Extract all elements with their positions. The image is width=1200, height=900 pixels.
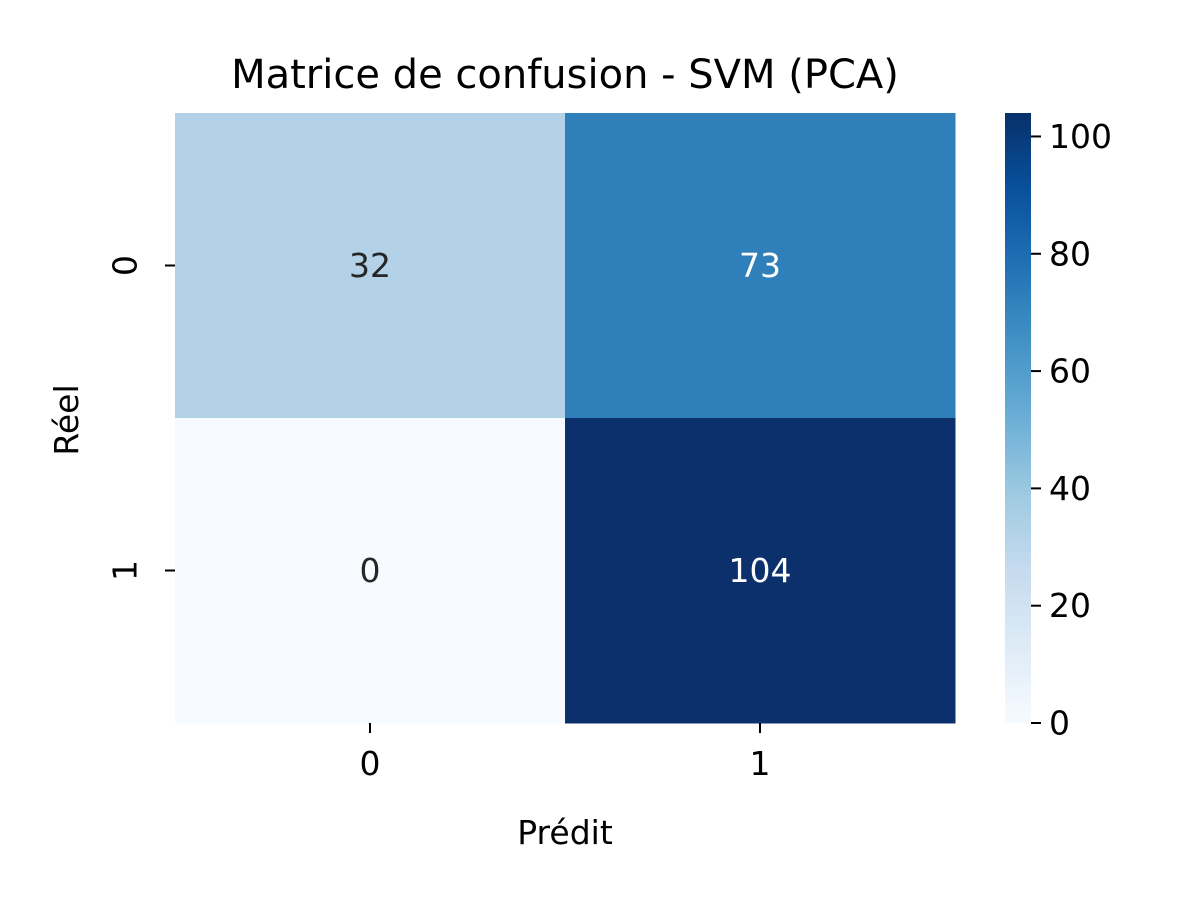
y-axis-label: Réel xyxy=(47,384,86,455)
colorbar-ticks: 0 20 40 60 80 100 xyxy=(1031,117,1112,743)
colorbar xyxy=(1005,113,1031,723)
cell-value-label: 73 xyxy=(739,246,781,285)
colorbar-tick-label: 0 xyxy=(1049,704,1070,743)
heatmap-cell xyxy=(565,113,956,419)
heatmap-annotations: 32 73 0 104 xyxy=(349,246,792,590)
y-tick-label: 0 xyxy=(106,255,145,276)
heatmap-cell xyxy=(175,418,566,724)
chart-title: Matrice de confusion - SVM (PCA) xyxy=(231,52,899,98)
colorbar-tick-label: 40 xyxy=(1049,469,1091,508)
heatmap-cells xyxy=(175,113,956,724)
x-tick-label: 0 xyxy=(360,744,381,783)
heatmap-cell xyxy=(565,418,956,724)
cell-value-label: 0 xyxy=(360,551,381,590)
heatmap-axes: 0 1 0 1 xyxy=(106,255,771,783)
colorbar-tick-label: 80 xyxy=(1049,234,1091,273)
y-tick-label: 1 xyxy=(106,560,145,581)
cell-value-label: 32 xyxy=(349,246,391,285)
heatmap-cell xyxy=(175,113,566,419)
x-tick-label: 1 xyxy=(750,744,771,783)
colorbar-tick-label: 60 xyxy=(1049,352,1091,391)
x-axis-label: Prédit xyxy=(517,813,613,852)
cell-value-label: 104 xyxy=(729,551,792,590)
colorbar-tick-label: 20 xyxy=(1049,586,1091,625)
colorbar-tick-label: 100 xyxy=(1049,117,1112,156)
